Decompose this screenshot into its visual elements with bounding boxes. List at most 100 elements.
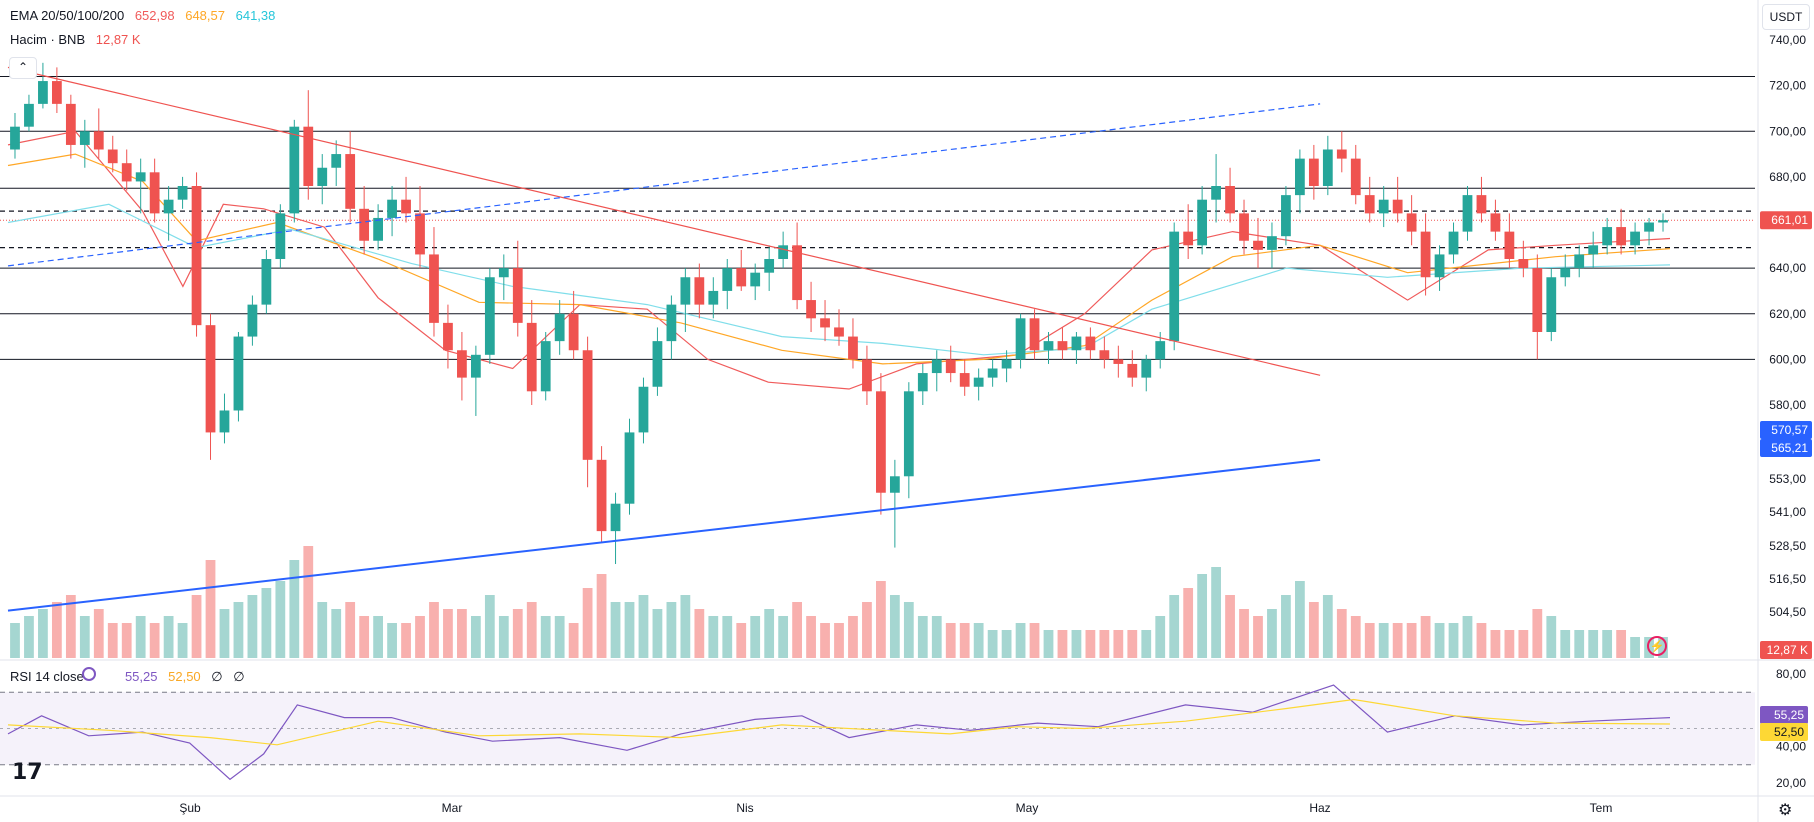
candle-body bbox=[93, 131, 104, 150]
volume-bar bbox=[1336, 609, 1347, 658]
candle-body bbox=[848, 336, 858, 360]
volume-bar bbox=[1476, 623, 1487, 658]
volume-bar bbox=[1378, 623, 1389, 658]
price-tick-label: 541,00 bbox=[1769, 505, 1806, 519]
price-axis[interactable]: 740,00720,00700,00680,00660,00640,00620,… bbox=[1760, 33, 1812, 790]
price-tick-label: 580,00 bbox=[1769, 398, 1806, 412]
rsi-tick-label: 40,00 bbox=[1776, 740, 1806, 754]
rsi-legend[interactable]: RSI 14 close 55,25 52,50 ∅ ∅ bbox=[10, 669, 252, 685]
candle-body bbox=[1169, 231, 1180, 342]
price-badge-bg bbox=[1760, 211, 1812, 230]
volume-bar bbox=[554, 616, 565, 658]
volume-bar bbox=[484, 595, 495, 658]
sync-icon[interactable] bbox=[82, 667, 96, 681]
candle-body bbox=[1574, 254, 1585, 269]
candle-body bbox=[1504, 231, 1515, 259]
candle-body bbox=[1490, 213, 1501, 232]
candle-body bbox=[1602, 227, 1613, 246]
time-axis[interactable]: Şub Mar Nis May Haz Tem bbox=[0, 795, 1814, 815]
volume-badge-bg bbox=[1760, 641, 1812, 659]
tradingview-logo-icon[interactable]: 17 bbox=[12, 760, 43, 785]
candle-body bbox=[1378, 199, 1389, 214]
volume-bar bbox=[24, 616, 34, 658]
price-badge-label: 661,01 bbox=[1771, 213, 1808, 227]
candle-body bbox=[65, 103, 76, 145]
volume-bar bbox=[540, 616, 551, 658]
volume-bar bbox=[680, 595, 691, 658]
volume-bar bbox=[526, 602, 537, 658]
candle-body bbox=[1267, 236, 1277, 250]
volume-bar bbox=[889, 595, 900, 658]
candle-body bbox=[1560, 268, 1571, 278]
candle-body bbox=[568, 313, 579, 351]
volume-bar bbox=[65, 595, 76, 658]
ema20-value: 652,98 bbox=[134, 8, 175, 23]
volume-bar bbox=[359, 616, 370, 658]
candle-body bbox=[1155, 341, 1166, 360]
candle-body bbox=[1588, 245, 1599, 255]
volume-legend[interactable]: Hacim · BNB 12,87 K bbox=[10, 32, 148, 47]
candle-body bbox=[191, 186, 202, 326]
time-tick-label: Mar bbox=[442, 801, 463, 815]
price-badge-label: 565,21 bbox=[1771, 441, 1808, 455]
volume-bar bbox=[1267, 609, 1277, 658]
candle-body bbox=[945, 359, 956, 374]
candle-body bbox=[233, 336, 244, 411]
volume-bar bbox=[610, 602, 621, 658]
candle-body bbox=[107, 149, 118, 164]
candle-body bbox=[457, 350, 467, 378]
volume-bar bbox=[205, 560, 216, 658]
volume-bar bbox=[750, 616, 761, 658]
candle-body bbox=[652, 341, 663, 387]
volume-bar bbox=[1406, 623, 1417, 658]
ema100-value: 641,38 bbox=[235, 8, 276, 23]
volume-bar bbox=[1071, 630, 1082, 658]
price-tick-label: 553,00 bbox=[1769, 472, 1806, 486]
volume-bar bbox=[1574, 630, 1585, 658]
volume-bar bbox=[764, 609, 775, 658]
candles bbox=[10, 62, 1668, 565]
trendlines bbox=[7, 66, 1321, 612]
volume-bar bbox=[10, 623, 20, 658]
rsi-empty-2: ∅ bbox=[233, 669, 245, 684]
candle-body bbox=[736, 268, 747, 287]
candle-body bbox=[722, 268, 733, 291]
volume-bar bbox=[79, 616, 90, 658]
candle-body bbox=[540, 341, 551, 392]
candle-body bbox=[1281, 195, 1291, 237]
volume-bar bbox=[792, 602, 802, 658]
candle-body bbox=[806, 300, 816, 319]
volume-bar bbox=[1364, 623, 1375, 658]
candle-body bbox=[792, 245, 802, 301]
volume-bar bbox=[93, 609, 104, 658]
volume-bar bbox=[498, 616, 509, 658]
candle-body bbox=[1630, 231, 1640, 246]
candle-body bbox=[750, 272, 761, 287]
volume-bar bbox=[1448, 623, 1459, 658]
trendline-dashed bbox=[7, 103, 1321, 267]
volume-bar bbox=[107, 623, 118, 658]
candle-body bbox=[415, 213, 425, 255]
currency-button[interactable]: USDT bbox=[1762, 4, 1810, 30]
volume-bar bbox=[247, 595, 258, 658]
candle-body bbox=[1001, 359, 1012, 369]
lightning-icon[interactable]: ⚡ bbox=[1647, 636, 1667, 656]
candle-body bbox=[1322, 149, 1333, 186]
candle-body bbox=[1141, 359, 1152, 378]
volume-bar bbox=[38, 609, 48, 658]
candle-body bbox=[163, 199, 174, 214]
volume-bar bbox=[51, 602, 62, 658]
volume-bar bbox=[191, 595, 202, 658]
gear-icon[interactable]: ⚙ bbox=[1778, 802, 1793, 819]
volume-bar bbox=[1518, 630, 1529, 658]
volume-bars bbox=[10, 546, 1668, 658]
candle-body bbox=[1448, 231, 1459, 255]
ema-legend[interactable]: EMA 20/50/100/200 652,98 648,57 641,38 bbox=[10, 8, 282, 23]
volume-bar bbox=[163, 616, 174, 658]
candle-body bbox=[24, 103, 34, 127]
rsi-ma-line bbox=[7, 698, 1671, 746]
chevron-up-icon[interactable]: ⌃ bbox=[9, 57, 37, 79]
candle-body bbox=[1434, 254, 1445, 278]
candle-body bbox=[443, 322, 453, 351]
